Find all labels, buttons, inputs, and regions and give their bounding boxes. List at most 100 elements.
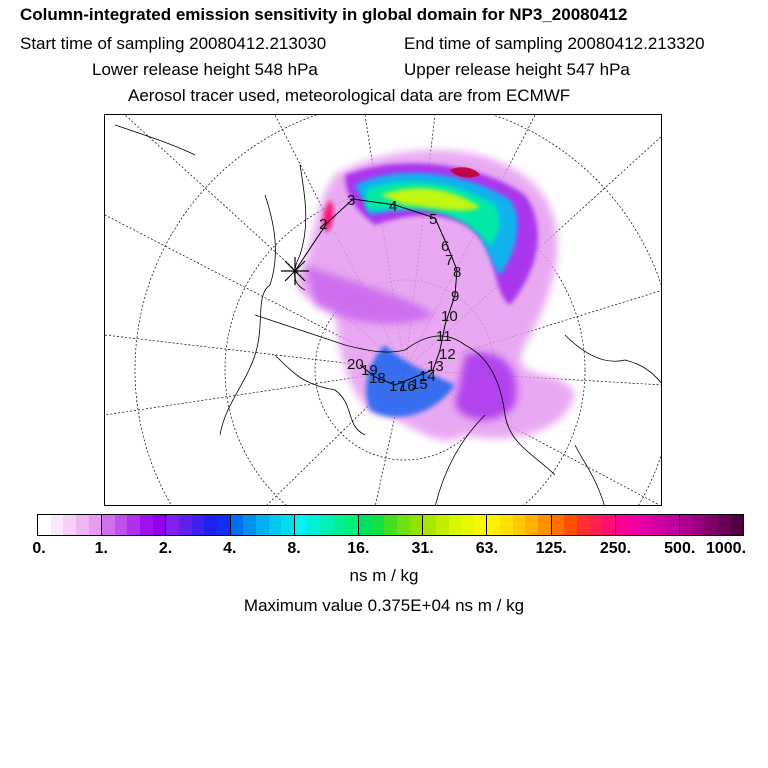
colorbar-tick-label: 0. <box>32 540 46 557</box>
colorbar-swatch <box>281 515 295 535</box>
colorbar-swatch <box>230 515 244 535</box>
day-marker: 4 <box>389 198 397 215</box>
tracer-info-label: Aerosol tracer used, meteorological data… <box>128 86 571 105</box>
colorbar-swatch <box>705 515 718 535</box>
day-marker: 7 <box>445 252 453 269</box>
colorbar-swatch <box>359 515 372 535</box>
day-marker: 14 <box>419 368 436 385</box>
colorbar-swatch <box>307 515 321 535</box>
day-marker: 20 <box>347 356 364 373</box>
colorbar-swatch <box>448 515 462 535</box>
day-markers: 2 3 4 5 6 7 8 9 10 11 12 13 14 15 16 17 … <box>319 192 461 395</box>
colorbar-swatch <box>179 515 192 535</box>
colorbar-swatch <box>320 515 333 535</box>
colorbar-swatch <box>717 515 731 535</box>
colorbar-swatch <box>216 515 231 535</box>
colorbar-swatch <box>191 515 205 535</box>
colorbar-swatch <box>88 515 103 535</box>
day-marker: 16 <box>399 378 416 395</box>
map-canvas: 2 3 4 5 6 7 8 9 10 11 12 13 14 15 16 17 … <box>105 115 661 505</box>
colorbar-swatch <box>680 515 693 535</box>
colorbar-swatch <box>140 515 153 535</box>
day-marker: 10 <box>441 308 458 325</box>
colorbar-swatch <box>551 515 565 535</box>
colorbar-swatch <box>537 515 552 535</box>
colorbar-swatch <box>487 515 501 535</box>
colorbar-swatch <box>730 515 744 535</box>
day-marker: 9 <box>451 288 459 305</box>
colorbar-swatch <box>166 515 180 535</box>
day-marker: 3 <box>347 192 355 209</box>
colorbar-swatch <box>473 515 488 535</box>
colorbar-swatch <box>371 515 385 535</box>
lower-release-label: Lower release height 548 hPa <box>92 60 318 79</box>
colorbar-swatch <box>589 515 603 535</box>
colorbar-swatch <box>50 515 64 535</box>
sensitivity-map: 2 3 4 5 6 7 8 9 10 11 12 13 14 15 16 17 … <box>104 114 662 506</box>
colorbar-tick-label: 1000. <box>705 540 747 557</box>
colorbar-swatch <box>127 515 141 535</box>
plot-title: Column-integrated emission sensitivity i… <box>20 5 628 24</box>
colorbar-swatch <box>384 515 397 535</box>
colorbar-tick-label: 63. <box>475 540 499 557</box>
start-time-label: Start time of sampling 20080412.213030 <box>20 34 327 53</box>
colorbar-swatch <box>576 515 590 535</box>
day-marker: 8 <box>453 264 461 281</box>
colorbar-swatch <box>692 515 706 535</box>
end-time-label: End time of sampling 20080412.213320 <box>404 34 705 53</box>
day-marker: 18 <box>369 370 386 387</box>
colorbar-swatch <box>75 515 89 535</box>
colorbar-swatch <box>332 515 346 535</box>
day-marker: 5 <box>429 211 437 228</box>
colorbar-swatch <box>409 515 424 535</box>
trajectory-path <box>294 198 458 386</box>
colorbar-swatch <box>152 515 167 535</box>
colorbar-swatch <box>602 515 616 535</box>
colorbar-swatch <box>615 515 629 535</box>
colorbar-swatch <box>628 515 642 535</box>
colorbar-tick-label: 16. <box>347 540 370 557</box>
colorbar-swatch <box>641 515 654 535</box>
colorbar-tick-label: 125. <box>535 540 567 557</box>
colorbar-swatch <box>666 515 681 535</box>
colorbar-swatch <box>63 515 76 535</box>
colorbar-swatch <box>243 515 256 535</box>
colorbar-swatch <box>461 515 474 535</box>
sensitivity-plume <box>296 150 575 441</box>
colorbar-swatch <box>653 515 667 535</box>
colorbar-swatch <box>525 515 538 535</box>
day-marker: 17 <box>389 378 406 395</box>
day-marker: 15 <box>411 376 428 393</box>
colorbar-swatch <box>102 515 115 535</box>
colorbar-tick-label: 8. <box>287 540 301 557</box>
colorbar-swatch <box>294 515 308 535</box>
maximum-value-label: Maximum value 0.375E+04 ns m / kg <box>243 596 525 615</box>
units-label: ns m / kg <box>349 566 419 585</box>
colorbar-tick-label: 1. <box>94 540 108 557</box>
day-marker: 2 <box>319 216 327 233</box>
colorbar-tick-label: 250. <box>599 540 632 557</box>
colorbar-swatch <box>423 515 436 535</box>
day-marker: 13 <box>427 358 444 375</box>
colorbar-swatch <box>268 515 282 535</box>
colorbar-swatch <box>345 515 360 535</box>
colorbar-swatch <box>114 515 128 535</box>
colorbar-swatch <box>564 515 577 535</box>
colorbar <box>37 514 744 536</box>
day-marker: 12 <box>439 346 456 363</box>
colorbar-swatch <box>512 515 526 535</box>
colorbar-swatch <box>38 515 51 535</box>
day-marker: 6 <box>441 238 449 255</box>
colorbar-tick-label: 2. <box>158 540 173 557</box>
colorbar-swatch <box>500 515 513 535</box>
colorbar-swatch <box>255 515 269 535</box>
colorbar-swatch <box>396 515 410 535</box>
day-marker: 19 <box>361 362 378 379</box>
colorbar-tick-label: 500. <box>664 540 696 557</box>
colorbar-tick-label: 31. <box>411 540 434 557</box>
colorbar-swatch <box>204 515 217 535</box>
colorbar-tick-label: 4. <box>223 540 237 557</box>
upper-release-label: Upper release height 547 hPa <box>404 60 630 79</box>
colorbar-swatch <box>435 515 449 535</box>
day-marker: 11 <box>436 328 452 345</box>
